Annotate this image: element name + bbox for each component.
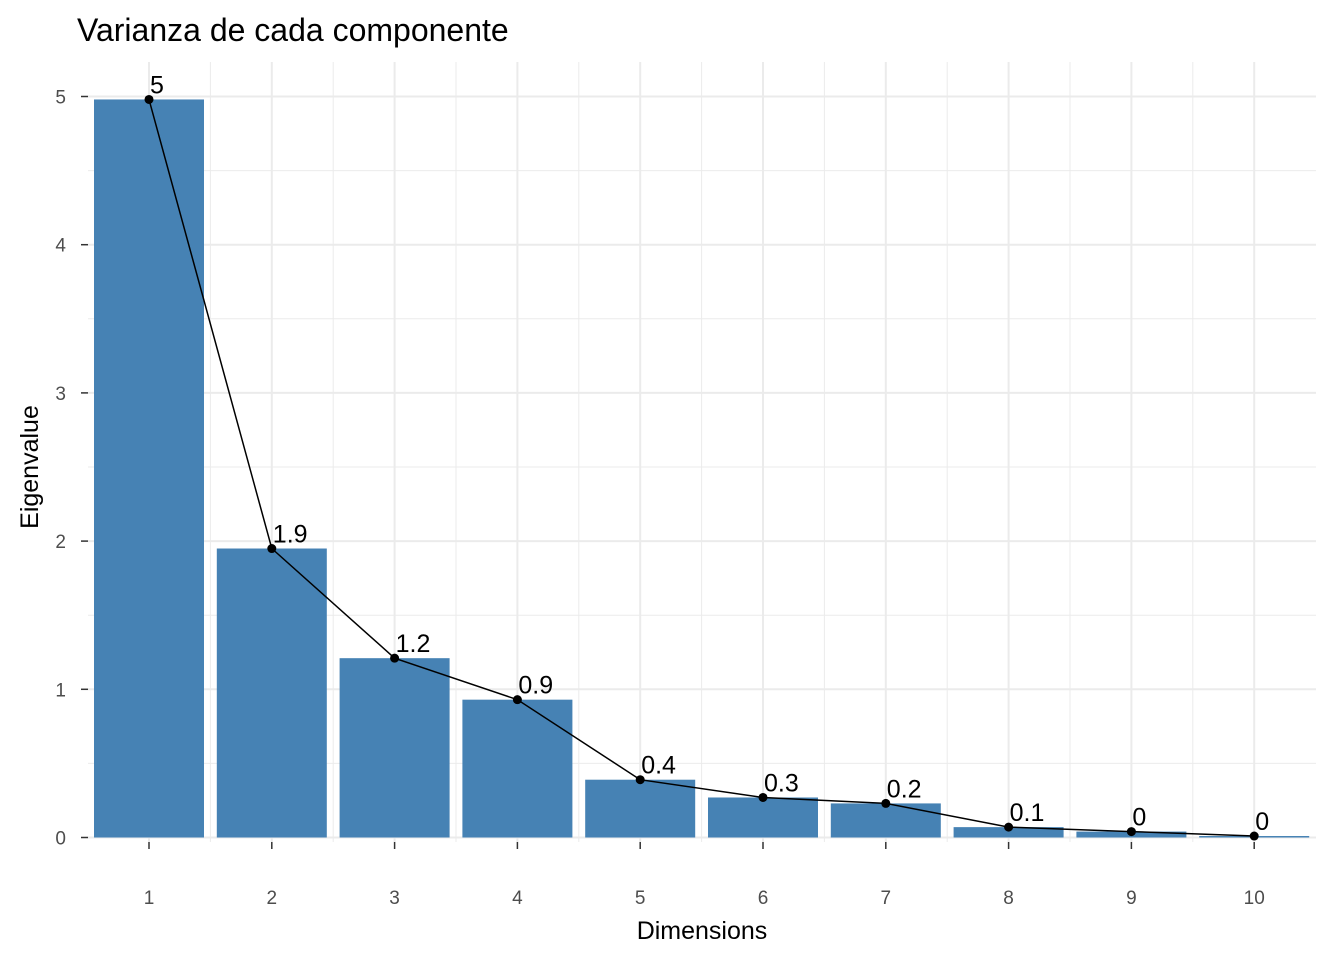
bar-dimension-8 (953, 827, 1064, 838)
x-tick-label: 3 (389, 888, 400, 909)
x-tick-label: 4 (512, 888, 523, 909)
y-tick-label: 4 (55, 236, 66, 257)
data-label-dimension-9: 0 (1132, 804, 1146, 832)
x-tick-label: 7 (881, 888, 892, 909)
chart-title: Varianza de cada componente (77, 12, 509, 48)
point-dimension-10 (1249, 831, 1259, 841)
point-dimension-9 (1126, 827, 1136, 837)
bar-dimension-6 (708, 797, 818, 838)
y-tick-label: 2 (55, 532, 66, 553)
bar-dimension-2 (216, 548, 327, 838)
data-label-dimension-6: 0.3 (764, 769, 799, 797)
data-label-dimension-8: 0.1 (1010, 799, 1045, 827)
data-label-dimension-10: 0 (1255, 808, 1269, 836)
data-label-dimension-4: 0.9 (518, 672, 553, 700)
y-tick-label: 1 (55, 680, 66, 701)
y-tick-label: 5 (55, 88, 66, 109)
point-dimension-1 (144, 94, 154, 104)
point-dimension-5 (635, 775, 645, 785)
data-label-dimension-7: 0.2 (887, 775, 922, 803)
x-axis-label: Dimensions (637, 917, 768, 945)
data-labels: 5 1.9 1.2 0.9 0.4 0.3 0.2 0.1 0 0 (150, 71, 1269, 836)
eigenvalue-polyline (148, 99, 1255, 837)
point-dimension-6 (758, 792, 768, 802)
data-label-dimension-3: 1.2 (396, 630, 431, 658)
point-dimension-4 (512, 695, 522, 705)
x-tick-label: 1 (144, 888, 155, 909)
y-axis-ticks: 0 1 2 3 4 5 (55, 88, 88, 850)
eigenvalue-line (148, 99, 1255, 837)
y-tick-label: 3 (55, 384, 66, 405)
point-dimension-3 (390, 653, 400, 663)
data-label-dimension-5: 0.4 (641, 752, 676, 780)
y-axis-label: Eigenvalue (16, 405, 44, 529)
x-tick-label: 9 (1126, 888, 1137, 909)
points (144, 94, 1259, 841)
x-tick-label: 8 (1003, 888, 1014, 909)
point-dimension-7 (881, 798, 891, 808)
bar-dimension-1 (94, 99, 204, 838)
x-tick-label: 5 (635, 888, 646, 909)
data-label-dimension-2: 1.9 (273, 521, 308, 549)
bar-dimension-7 (830, 803, 941, 838)
point-dimension-2 (267, 544, 277, 554)
data-label-dimension-1: 5 (150, 71, 164, 99)
point-dimension-8 (1004, 822, 1014, 832)
y-tick-label: 0 (55, 829, 66, 850)
x-axis-ticks: 1 2 3 4 5 6 7 8 9 10 (144, 842, 1265, 909)
bar-dimension-4 (462, 699, 573, 838)
x-tick-label: 2 (267, 888, 278, 909)
x-tick-label: 6 (758, 888, 769, 909)
bar-dimension-3 (339, 658, 450, 838)
bar-dimension-5 (585, 779, 696, 838)
bars (94, 99, 1310, 838)
x-tick-label: 10 (1244, 888, 1265, 909)
